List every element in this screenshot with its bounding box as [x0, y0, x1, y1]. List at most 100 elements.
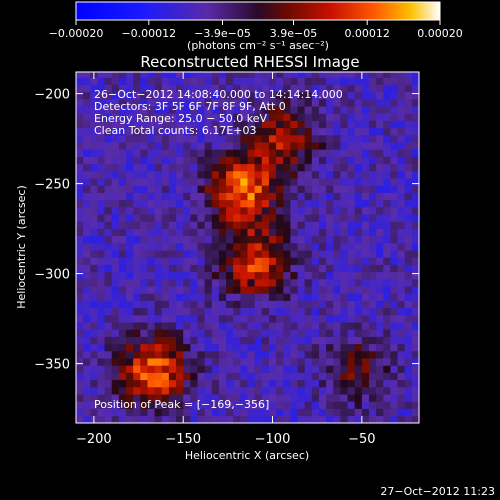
- heatmap-cell: [297, 120, 305, 129]
- heatmap-cell: [183, 91, 191, 100]
- heatmap-cell: [90, 401, 98, 409]
- heatmap-cell: [168, 257, 177, 265]
- heatmap-cell: [76, 142, 84, 150]
- heatmap-cell: [326, 192, 334, 201]
- heatmap-cell: [276, 286, 284, 294]
- heatmap-cell: [411, 343, 419, 352]
- heatmap-cell: [154, 322, 163, 330]
- heatmap-cell: [311, 149, 320, 157]
- heatmap-cell: [354, 91, 363, 100]
- heatmap-cell: [354, 207, 363, 215]
- heatmap-cell: [404, 271, 413, 280]
- heatmap-cell: [404, 235, 413, 244]
- heatmap-cell: [190, 401, 198, 409]
- heatmap-cell: [204, 329, 213, 337]
- heatmap-cell: [226, 343, 234, 352]
- heatmap-cell: [90, 84, 98, 93]
- heatmap-cell: [383, 379, 391, 388]
- heatmap-cell: [261, 415, 270, 423]
- heatmap-cell: [340, 113, 348, 121]
- heatmap-cell: [347, 307, 355, 316]
- heatmap-cell: [126, 77, 134, 85]
- heatmap-cell: [133, 199, 141, 208]
- heatmap-cell: [268, 235, 277, 244]
- heatmap-cell: [83, 329, 91, 337]
- heatmap-cell: [147, 293, 155, 301]
- heatmap-cell: [76, 106, 84, 114]
- heatmap-cell: [376, 286, 384, 294]
- heatmap-cell: [133, 72, 141, 78]
- heatmap-cell: [390, 394, 398, 402]
- heatmap-cell: [304, 415, 313, 423]
- heatmap-cell: [111, 387, 120, 395]
- heatmap-cell: [218, 84, 227, 93]
- heatmap-cell: [133, 358, 141, 366]
- heatmap-cell: [390, 315, 398, 323]
- heatmap-cell: [326, 358, 334, 366]
- heatmap-cell: [104, 394, 113, 402]
- heatmap-cell: [326, 271, 334, 280]
- heatmap-cell: [276, 207, 284, 215]
- heatmap-cell: [254, 379, 263, 388]
- heatmap-cell: [261, 163, 270, 172]
- heatmap-cell: [404, 120, 413, 129]
- heatmap-cell: [161, 163, 170, 172]
- heatmap-cell: [176, 221, 184, 229]
- heatmap-cell: [161, 387, 170, 395]
- heatmap-cell: [404, 91, 413, 100]
- heatmap-cell: [247, 351, 255, 359]
- heatmap-cell: [254, 207, 263, 215]
- heatmap-cell: [154, 264, 163, 273]
- x-axis-ticks: −200 −150 −100 −50: [76, 72, 376, 447]
- heatmap-cell: [318, 207, 327, 215]
- heatmap-cell: [190, 358, 198, 366]
- heatmap-cell: [361, 365, 370, 373]
- heatmap-cell: [276, 72, 284, 78]
- heatmap-cell: [411, 387, 419, 395]
- heatmap-cell: [247, 192, 255, 201]
- heatmap-cell: [183, 185, 191, 193]
- heatmap-cell: [247, 199, 255, 208]
- heatmap-cell: [140, 235, 148, 244]
- heatmap-cell: [211, 271, 220, 280]
- heatmap-cell: [333, 271, 341, 280]
- heatmap-cell: [290, 401, 298, 409]
- heatmap-cell: [97, 235, 105, 244]
- heatmap-cell: [218, 142, 227, 150]
- heatmap-cell: [304, 329, 313, 337]
- heatmap-cell: [383, 228, 391, 237]
- heatmap-cell: [126, 307, 134, 316]
- heatmap-cell: [254, 214, 263, 222]
- heatmap-cell: [190, 163, 198, 172]
- heatmap-cell: [118, 351, 127, 359]
- heatmap-cell: [297, 351, 305, 359]
- heatmap-cell: [233, 358, 241, 366]
- heatmap-cell: [83, 91, 91, 100]
- heatmap-cell: [154, 271, 163, 280]
- heatmap-cell: [383, 264, 391, 273]
- heatmap-cell: [211, 300, 220, 309]
- heatmap-cell: [268, 358, 277, 366]
- heatmap-cell: [247, 286, 255, 294]
- heatmap-cell: [218, 300, 227, 309]
- heatmap-cell: [240, 300, 248, 309]
- heatmap-cell: [347, 199, 355, 208]
- heatmap-cell: [268, 365, 277, 373]
- heatmap-cell: [126, 401, 134, 409]
- heatmap-cell: [361, 207, 370, 215]
- heatmap-cell: [347, 77, 355, 85]
- heatmap-cell: [126, 379, 134, 388]
- heatmap-cell: [154, 372, 163, 381]
- heatmap-cell: [390, 415, 398, 423]
- heatmap-cell: [261, 120, 270, 129]
- heatmap-cell: [268, 84, 277, 93]
- heatmap-cell: [311, 171, 320, 179]
- heatmap-cell: [276, 214, 284, 222]
- heatmap-cell: [276, 329, 284, 337]
- heatmap-cell: [368, 279, 377, 287]
- heatmap-cell: [118, 286, 127, 294]
- heatmap-cell: [218, 307, 227, 316]
- heatmap-cell: [397, 264, 406, 273]
- heatmap-cell: [161, 142, 170, 150]
- heatmap-cell: [397, 257, 406, 265]
